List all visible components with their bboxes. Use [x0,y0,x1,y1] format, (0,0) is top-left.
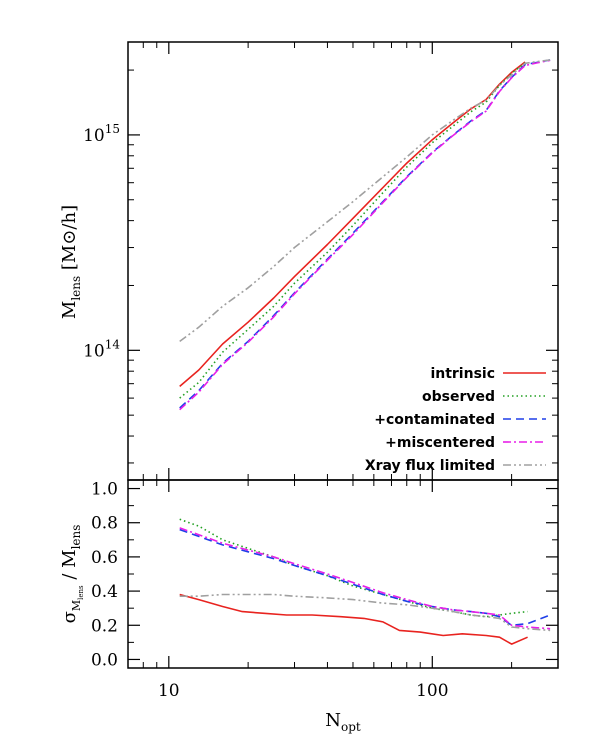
top-panel: 1014 1015 intrinsic observed +contaminated +… [59,41,559,481]
bottom-ytick-label-0.6: 0.6 [91,548,118,568]
bottom-series-xray-flux-limited [179,593,551,632]
bottom-ytick-label-0.2: 0.2 [91,616,118,636]
top-series-observed [179,62,526,399]
legend-label-observed: observed [422,389,495,405]
legend-label-contaminated: +contaminated [374,412,495,428]
top-series-miscentered [179,59,551,411]
top-axis-ticks [127,42,559,480]
bottom-y-tick-labels: 0.0 0.2 0.4 0.6 0.8 1.0 [91,480,118,671]
legend-label-xray-flux-limited: Xray flux limited [365,458,495,474]
xtick-label-10: 10 [158,681,180,701]
top-ytick-label-15: 1015 [83,122,120,146]
top-series-intrinsic [179,61,526,388]
top-y-axis-label: Mlens [M⊙/h] [59,205,83,319]
legend: intrinsic observed +contaminated +miscenter… [365,366,546,474]
x-tick-labels: 10 100 [158,681,449,701]
bottom-series-contaminated [179,528,551,627]
bottom-y-axis-label: σMlens / Mlens [59,525,85,624]
bottom-panel: 0.00.20.40.60.81.0 10 100 σMlens / Mlens … [59,479,559,734]
top-series-xray-flux-limited [179,59,551,343]
bottom-ytick-label-0.8: 0.8 [91,514,118,534]
bottom-ytick-label-0.0: 0.0 [91,650,118,670]
top-ytick-label-14: 1014 [83,337,120,361]
bottom-series-group [179,518,551,645]
bottom-ytick-label-0.4: 0.4 [91,582,118,602]
legend-label-intrinsic: intrinsic [430,366,495,382]
top-series-contaminated [179,59,551,409]
legend-label-miscentered: +miscentered [385,435,495,451]
bottom-series-miscentered [179,527,551,630]
x-axis-label: Nopt [325,710,361,734]
top-series-group [179,59,551,411]
bottom-ytick-label-1.0: 1.0 [91,480,118,500]
xtick-label-100: 100 [416,681,448,701]
bottom-series-intrinsic [179,593,528,645]
top-y-tick-labels: 1014 1015 [83,122,120,361]
bottom-axis-ticks [127,480,559,668]
bottom-plot-frame [127,479,559,669]
bottom-series-observed [179,518,528,618]
